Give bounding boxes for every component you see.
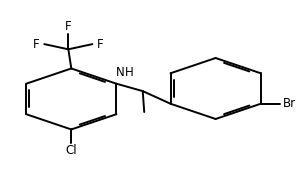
Text: N: N <box>116 66 125 79</box>
Text: Br: Br <box>283 97 296 110</box>
Text: F: F <box>33 38 40 51</box>
Text: Cl: Cl <box>66 144 77 157</box>
Text: F: F <box>97 38 104 51</box>
Text: F: F <box>65 20 72 33</box>
Text: H: H <box>125 66 134 79</box>
